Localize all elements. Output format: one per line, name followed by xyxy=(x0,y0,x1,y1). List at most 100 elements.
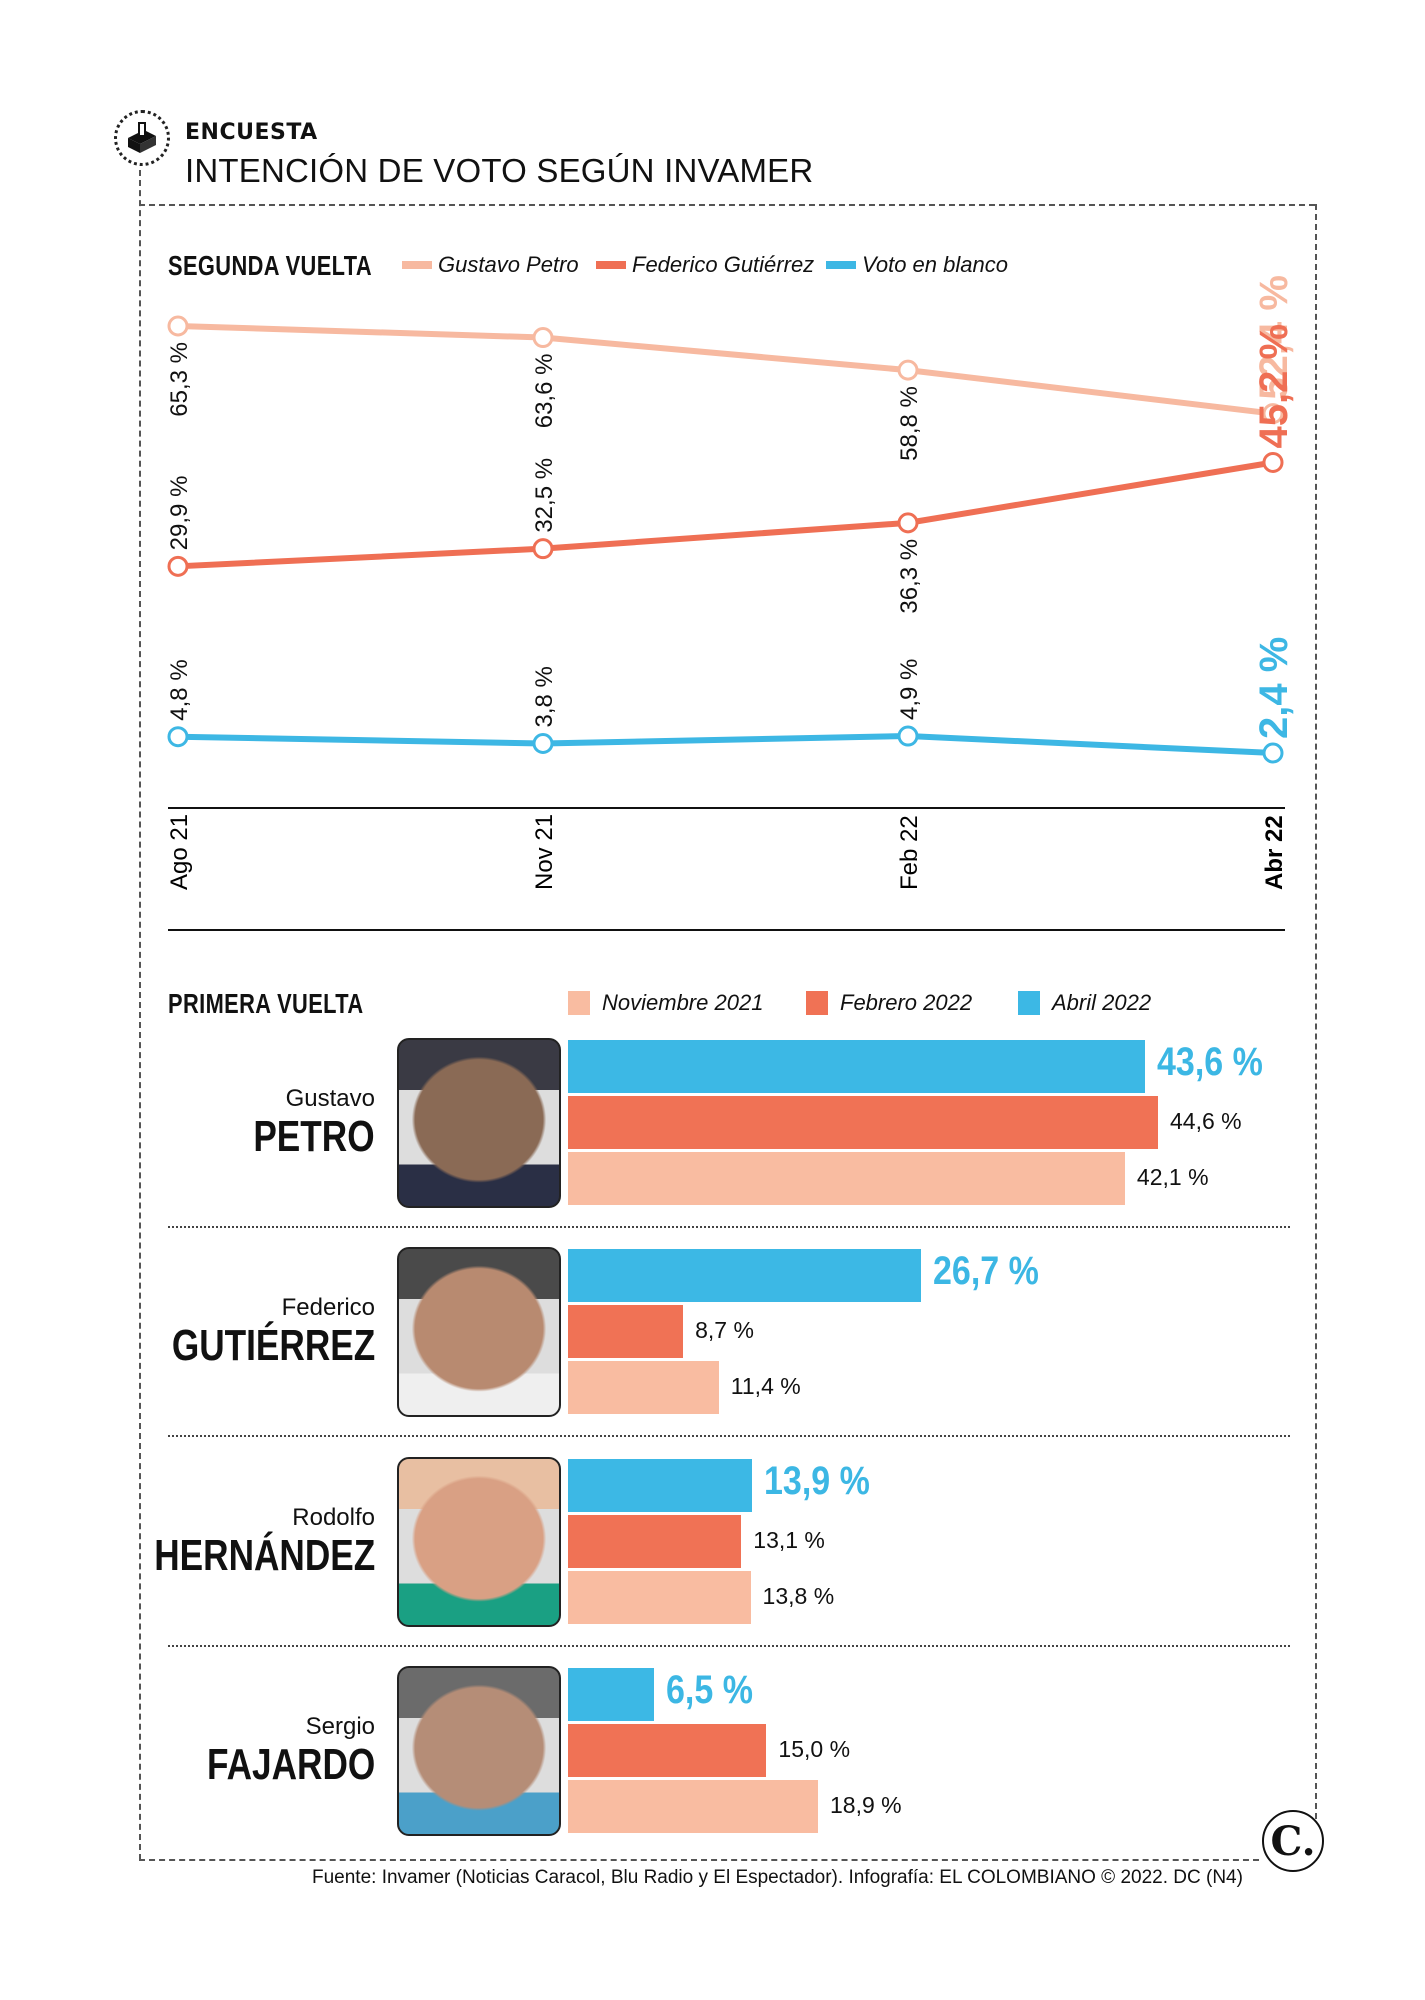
legend-item-feb2022: Febrero 2022 xyxy=(806,990,972,1016)
bar-nov2021 xyxy=(568,1780,819,1833)
legend-label: Noviembre 2021 xyxy=(602,990,764,1015)
legend-item-abr2022: Abril 2022 xyxy=(1018,990,1151,1016)
candidate-photo xyxy=(397,1247,561,1417)
legend-label: Gustavo Petro xyxy=(438,252,579,277)
bar-abr2022 xyxy=(568,1668,654,1721)
candidate-last-name: PETRO xyxy=(253,1112,375,1161)
bar-value-label-nov2021: 18,9 % xyxy=(830,1792,902,1818)
candidate-photo xyxy=(397,1038,561,1208)
legend-item-gutierrez: Federico Gutiérrez xyxy=(596,252,814,278)
x-tick-label: Ago 21 xyxy=(166,814,193,890)
bar-value-label-abr2022: 13,9 % xyxy=(763,1459,870,1503)
el-colombiano-logo: C. xyxy=(1262,1810,1324,1872)
bar-value-label-nov2021: 42,1 % xyxy=(1136,1164,1209,1190)
row-separator xyxy=(168,1435,1290,1437)
candidate-first-name: Gustavo xyxy=(285,1085,375,1112)
data-point-petro xyxy=(532,327,554,349)
data-label-petro: 63,6 % xyxy=(531,354,558,429)
primera-vuelta-title: PRIMERA VUELTA xyxy=(168,988,364,1019)
legend-label: Febrero 2022 xyxy=(840,990,973,1015)
data-point-petro xyxy=(897,359,919,381)
bar-feb2022 xyxy=(568,1724,767,1777)
legend-swatch xyxy=(826,261,856,269)
bar-feb2022 xyxy=(568,1305,684,1358)
legend-swatch xyxy=(402,261,432,269)
data-point-petro xyxy=(1262,403,1284,425)
candidate-photo xyxy=(397,1457,561,1627)
data-point-blanco xyxy=(167,726,189,748)
legend-swatch xyxy=(1018,991,1040,1015)
data-point-blanco xyxy=(532,732,554,754)
x-tick-label: Nov 21 xyxy=(531,814,558,890)
x-tick-label: Abr 22 xyxy=(1261,815,1288,890)
data-label-blanco: 4,8 % xyxy=(166,659,193,720)
legend-swatch xyxy=(806,991,828,1015)
candidate-photo xyxy=(397,1666,561,1836)
frame-top-border xyxy=(139,204,1315,206)
series-line-petro xyxy=(177,323,1274,417)
data-label-petro: 52,4 % xyxy=(1252,275,1296,400)
series-line-gutierrez xyxy=(177,459,1274,570)
legend-swatch xyxy=(596,261,626,269)
data-label-blanco: 3,8 % xyxy=(531,666,558,727)
bar-value-label-feb2022: 15,0 % xyxy=(778,1736,851,1762)
data-point-blanco xyxy=(1262,742,1284,764)
bar-abr2022 xyxy=(568,1249,922,1302)
kicker-label: ENCUESTA xyxy=(185,120,318,145)
legend-label: Voto en blanco xyxy=(862,252,1008,277)
bar-value-label-feb2022: 44,6 % xyxy=(1170,1108,1242,1134)
data-point-gutierrez xyxy=(1262,451,1284,473)
page-title: INTENCIÓN DE VOTO SEGÚN INVAMER xyxy=(185,152,814,189)
legend-swatch xyxy=(568,991,590,1015)
legend-item-petro: Gustavo Petro xyxy=(402,252,579,278)
data-point-gutierrez xyxy=(532,538,554,560)
bar-value-label-abr2022: 6,5 % xyxy=(665,1668,753,1712)
bar-abr2022 xyxy=(568,1459,752,1512)
candidate-first-name: Federico xyxy=(281,1294,375,1321)
frame-right-border xyxy=(1315,204,1317,1859)
x-tick-label: Feb 22 xyxy=(896,815,923,890)
series-line-blanco xyxy=(177,733,1274,756)
data-label-petro: 65,3 % xyxy=(166,342,193,417)
bar-nov2021 xyxy=(568,1571,751,1624)
data-label-gutierrez: 29,9 % xyxy=(166,476,193,551)
bar-value-label-nov2021: 11,4 % xyxy=(730,1373,801,1399)
bar-value-label-feb2022: 8,7 % xyxy=(695,1317,754,1343)
data-label-gutierrez: 36,3 % xyxy=(896,539,923,614)
bar-abr2022 xyxy=(568,1040,1145,1093)
legend-label: Federico Gutiérrez xyxy=(632,252,815,277)
legend-item-nov2021: Noviembre 2021 xyxy=(568,990,763,1016)
data-point-gutierrez xyxy=(897,512,919,534)
data-label-blanco: 2,4 % xyxy=(1252,637,1296,739)
segunda-vuelta-title: SEGUNDA VUELTA xyxy=(168,250,373,281)
frame-bottom-border xyxy=(139,1859,1259,1861)
candidate-last-name: GUTIÉRREZ xyxy=(171,1321,375,1370)
bar-feb2022 xyxy=(568,1096,1158,1149)
frame-left-border xyxy=(139,160,141,1860)
row-separator xyxy=(168,1645,1290,1647)
candidate-last-name: HERNÁNDEZ xyxy=(154,1531,375,1580)
bar-nov2021 xyxy=(568,1361,719,1414)
source-note: Fuente: Invamer (Noticias Caracol, Blu R… xyxy=(312,1867,1243,1888)
data-label-gutierrez: 32,5 % xyxy=(531,458,558,533)
legend-item-blanco: Voto en blanco xyxy=(826,252,1008,278)
data-label-blanco: 4,9 % xyxy=(896,659,923,720)
data-point-gutierrez xyxy=(167,555,189,577)
data-label-gutierrez: 45,2 % xyxy=(1252,324,1296,449)
bar-value-label-abr2022: 26,7 % xyxy=(933,1249,1040,1293)
data-point-blanco xyxy=(897,725,919,747)
data-point-petro xyxy=(167,315,189,337)
data-label-petro: 58,8 % xyxy=(896,386,923,461)
candidate-first-name: Sergio xyxy=(305,1713,375,1740)
candidate-last-name: FAJARDO xyxy=(206,1740,375,1789)
ballot-box-icon xyxy=(114,110,170,166)
row-separator xyxy=(168,1226,1290,1228)
bar-value-label-feb2022: 13,1 % xyxy=(753,1527,825,1553)
bar-feb2022 xyxy=(568,1515,742,1568)
bar-value-label-nov2021: 13,8 % xyxy=(762,1583,835,1609)
segunda-vuelta-line-chart: Ago 21 Nov 21 Feb 22 Abr 22 65,3 % 63,6 % 58,8… xyxy=(166,275,1296,931)
candidate-first-name: Rodolfo xyxy=(292,1504,375,1531)
bar-value-label-abr2022: 43,6 % xyxy=(1156,1040,1263,1084)
legend-label: Abril 2022 xyxy=(1052,990,1152,1015)
bar-nov2021 xyxy=(568,1152,1125,1205)
